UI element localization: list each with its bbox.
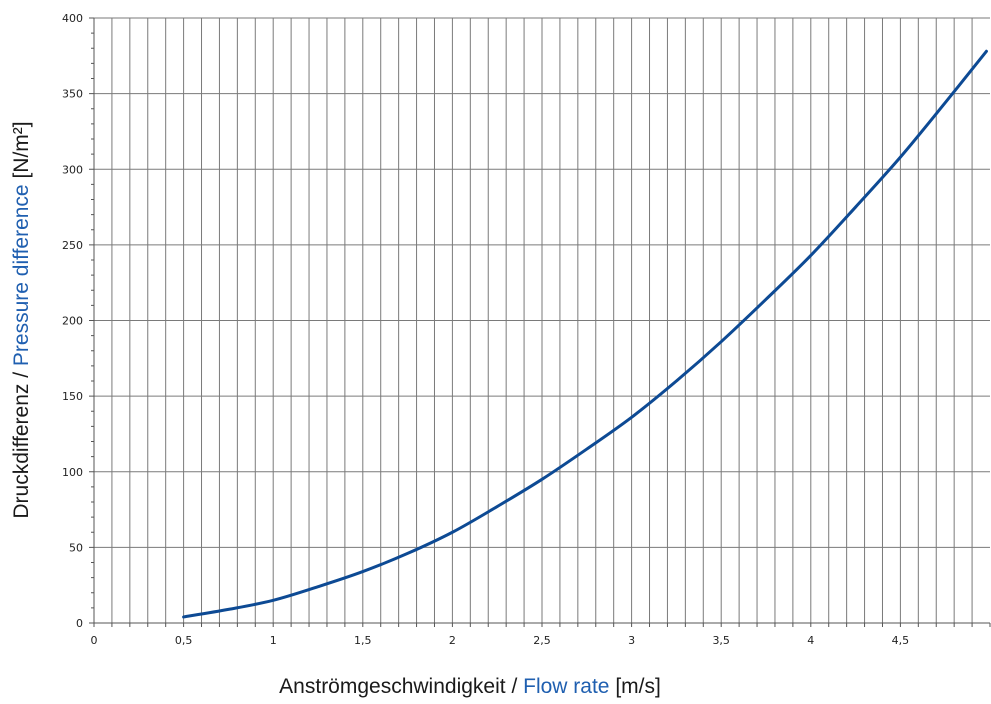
grid-major xyxy=(94,17,990,548)
x-tick-label: 2,5 xyxy=(533,634,551,647)
x-tick-label: 3 xyxy=(628,634,635,647)
x-tick-label: 0,5 xyxy=(175,634,193,647)
y-tick-label: 250 xyxy=(62,239,83,252)
x-tick-label: 4 xyxy=(807,634,814,647)
x-tick-label: 2 xyxy=(449,634,456,647)
y-axis-title-unit: [N/m²] xyxy=(10,121,33,184)
y-axis-title-de: Druckdifferenz / xyxy=(10,366,33,519)
series-line xyxy=(182,49,988,619)
y-tick-label: 50 xyxy=(69,541,83,554)
y-axis-title-en: Pressure difference xyxy=(10,184,33,366)
y-tick-labels: 0 50 100 150 200 250 300 350 400 xyxy=(62,12,83,630)
y-tick-label: 0 xyxy=(76,617,83,630)
x-tick-label: 1 xyxy=(270,634,277,647)
x-tick-labels: 0 0,5 1 1,5 2 2,5 3 3,5 4 4,5 xyxy=(91,634,910,647)
x-axis-title-en: Flow rate xyxy=(523,675,609,698)
x-axis-title-unit: [m/s] xyxy=(609,675,660,698)
y-tick-label: 350 xyxy=(62,88,83,101)
x-tick-label: 4,5 xyxy=(892,634,910,647)
x-axis-title-de: Anströmgeschwindigkeit / xyxy=(279,675,523,698)
y-tick-label: 400 xyxy=(62,12,83,25)
y-tick-label: 150 xyxy=(62,390,83,403)
x-tick-label: 0 xyxy=(91,634,98,647)
y-tick-label: 300 xyxy=(62,163,83,176)
x-tick-label: 3,5 xyxy=(712,634,730,647)
series-layer xyxy=(182,49,988,619)
y-tick-label: 200 xyxy=(62,315,83,328)
x-axis-title: Anströmgeschwindigkeit / Flow rate [m/s] xyxy=(279,675,661,698)
y-tick-label: 100 xyxy=(62,466,83,479)
x-tick-label: 1,5 xyxy=(354,634,372,647)
y-axis-title: Druckdifferenz / Pressure difference [N/… xyxy=(10,121,33,518)
axes xyxy=(89,17,991,627)
